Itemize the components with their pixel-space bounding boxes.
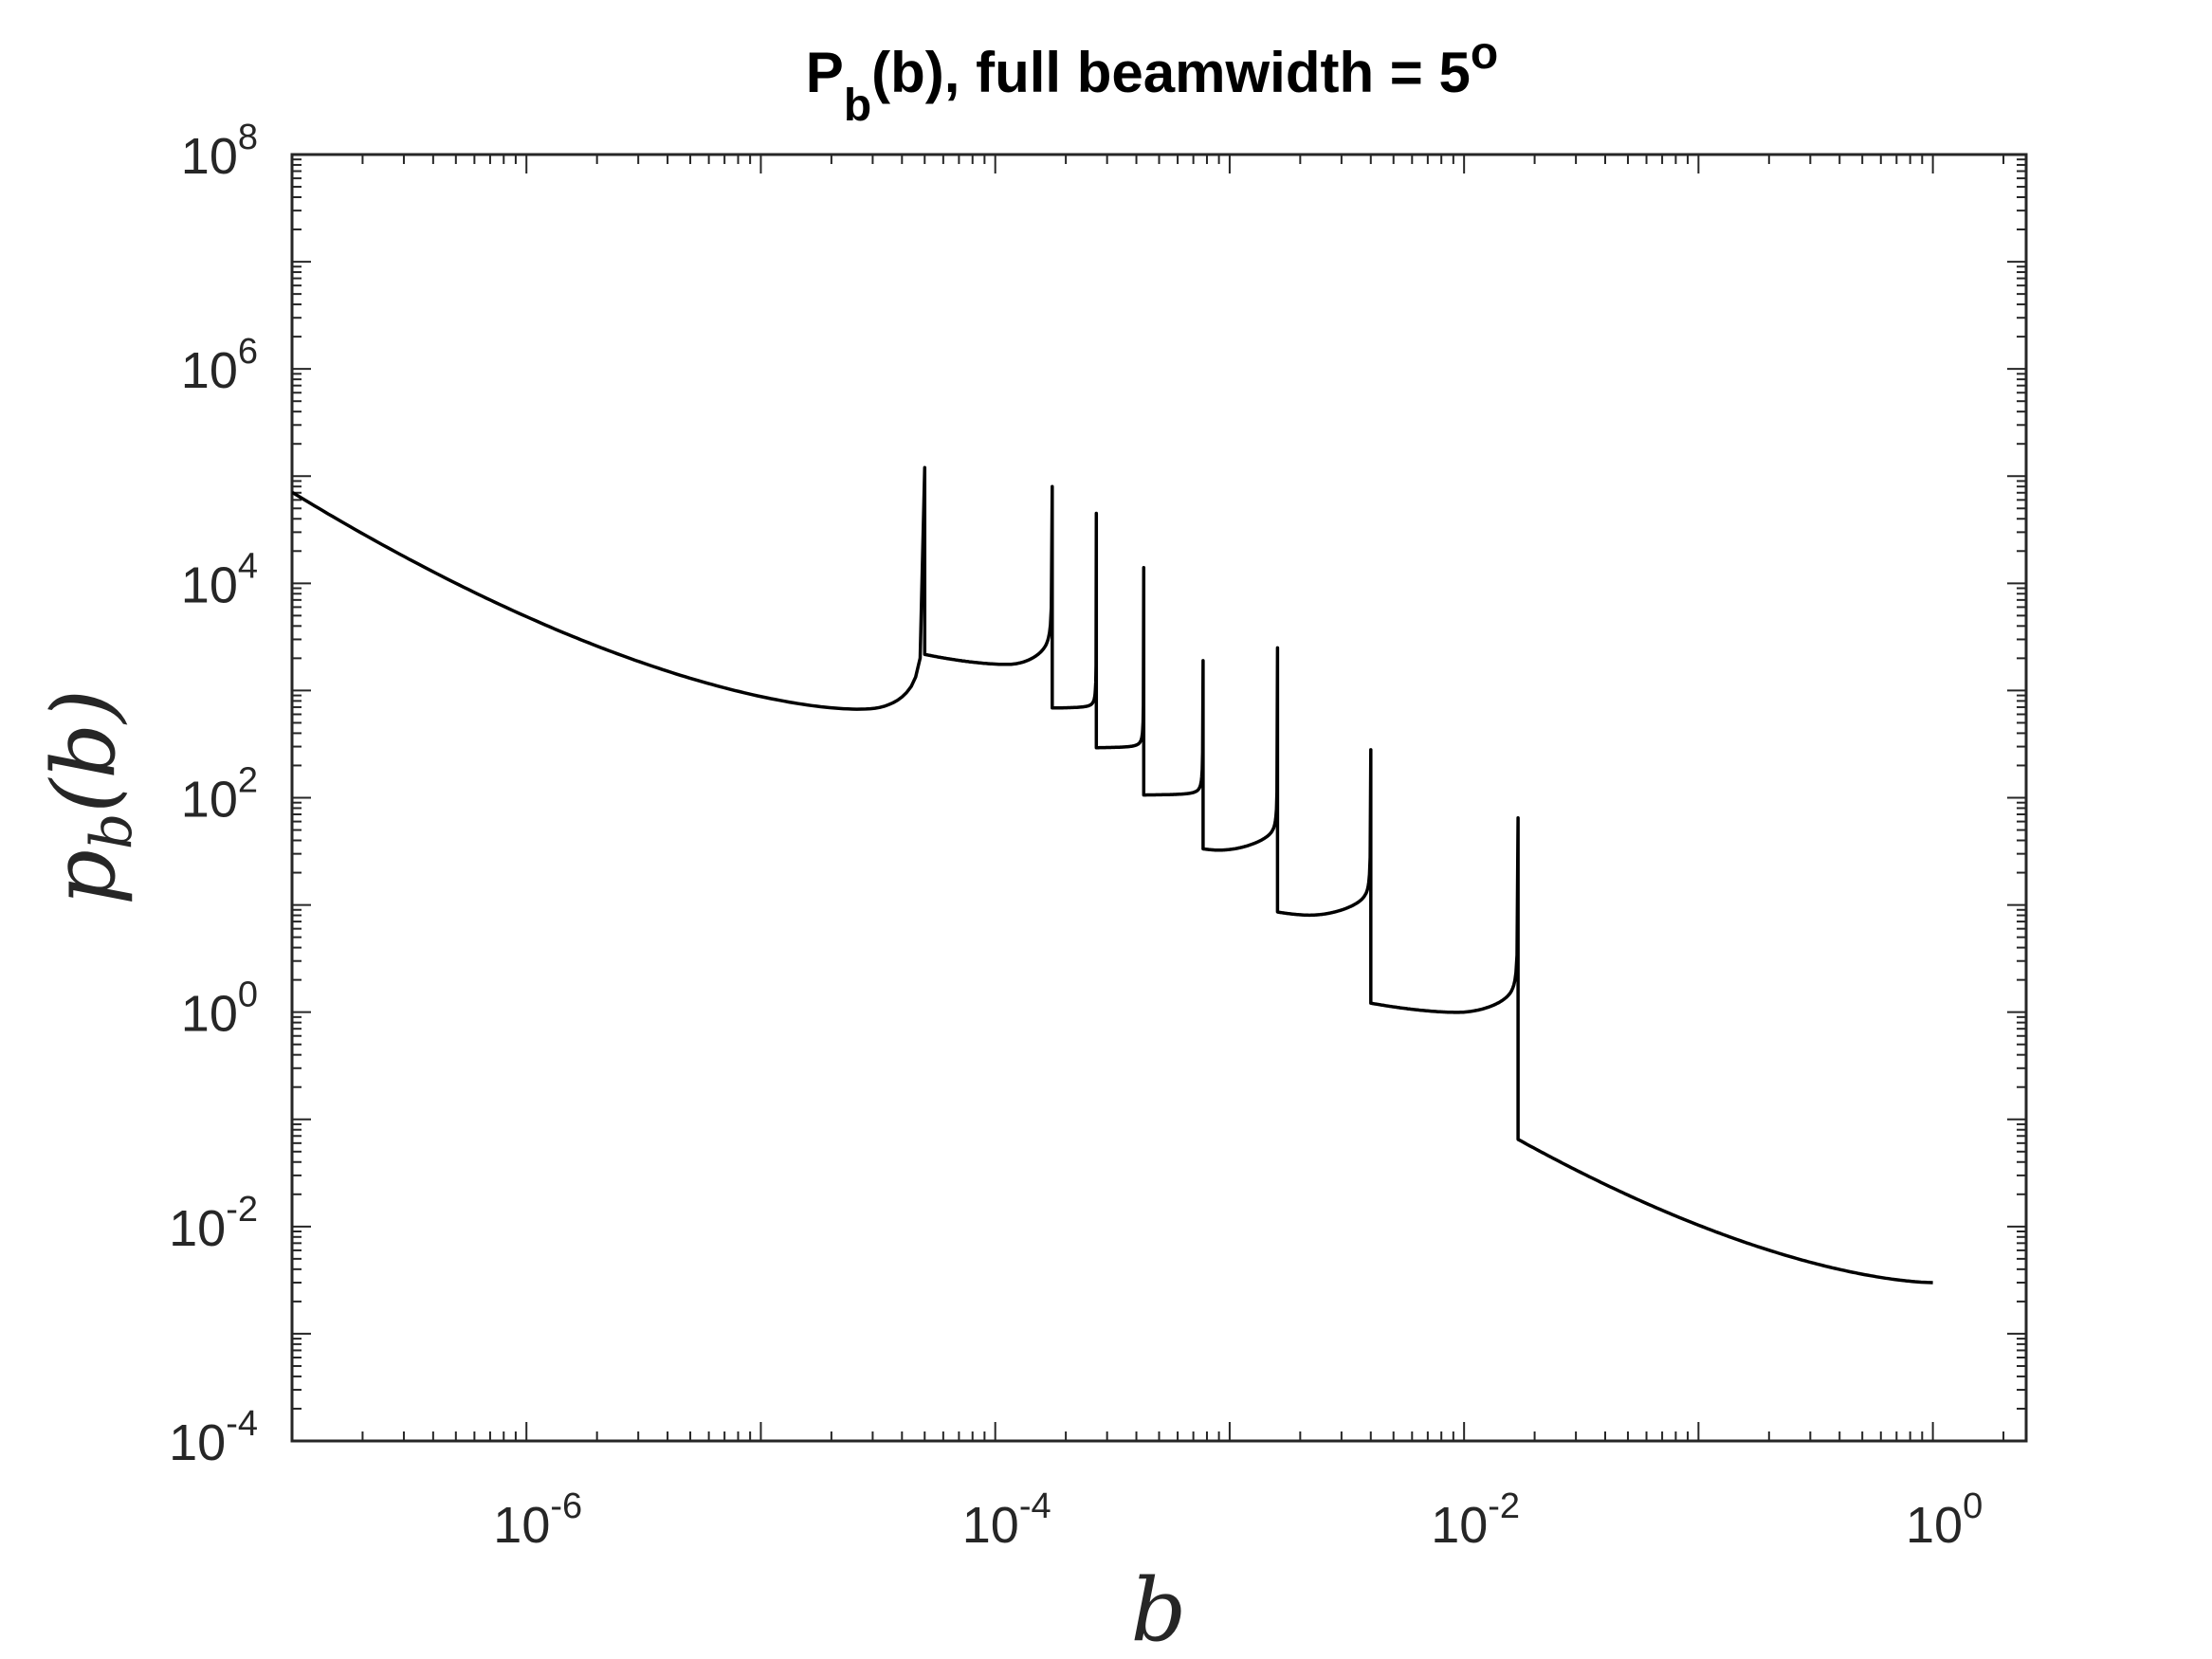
- y-tick-label: 108: [181, 118, 258, 185]
- y-tick-label: 104: [181, 546, 258, 613]
- y-tick-label: 102: [181, 761, 258, 829]
- series-line: [292, 465, 1933, 1285]
- x-tick-label: 10-4: [962, 1486, 1051, 1554]
- tick-marks: [291, 154, 2026, 1442]
- chart-title-sup: o: [1471, 28, 1498, 79]
- y-tick-label: 106: [181, 332, 258, 399]
- y-axis-label-main: p: [33, 849, 135, 905]
- chart-title-sub: b: [844, 81, 871, 131]
- chart-title-rest: (b), full beamwidth = 5: [871, 41, 1471, 104]
- y-axis-label-rest: (b): [33, 689, 135, 813]
- chart-title: Pb(b), full beamwidth = 5o: [806, 28, 1498, 131]
- x-tick-label: 100: [1906, 1486, 1983, 1554]
- y-axis-label: pb(b): [33, 689, 145, 905]
- y-axis-label-sub: b: [79, 813, 145, 849]
- x-tick-labels: 10-6 10-4 10-2 100: [493, 1486, 1983, 1554]
- chart-title-main: P: [806, 41, 844, 104]
- x-tick-label: 10-2: [1431, 1486, 1520, 1554]
- y-tick-label: 10-4: [169, 1404, 258, 1471]
- x-axis-label: b: [1131, 1559, 1187, 1659]
- y-tick-labels: 10-4 10-2 100 102 104 106 108: [169, 118, 258, 1471]
- y-tick-label: 10-2: [169, 1190, 258, 1257]
- y-tick-label: 100: [181, 975, 258, 1043]
- x-tick-label: 10-6: [493, 1486, 582, 1554]
